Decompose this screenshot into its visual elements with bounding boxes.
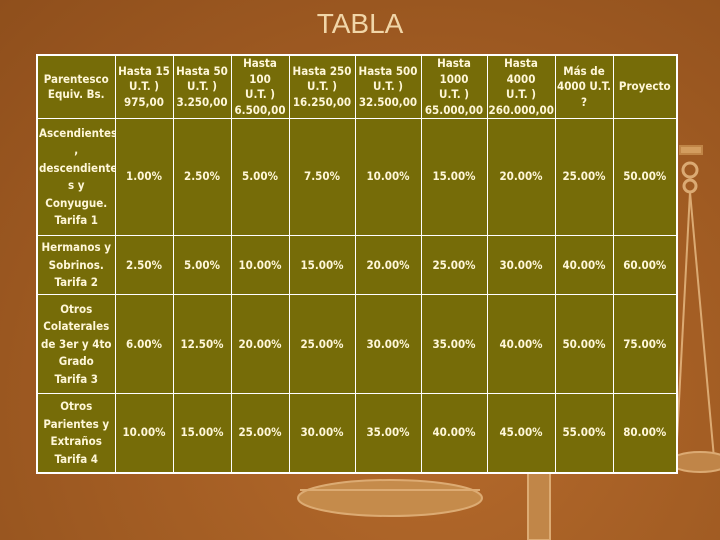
header-cell: Hasta 500 U.T. ) 32.500,00	[354, 54, 422, 120]
rate-cell: 15.00%	[288, 235, 356, 296]
rate-cell: 15.00%	[172, 393, 232, 474]
rate-cell: 15.00%	[420, 118, 488, 237]
rate-cell: 25.00%	[554, 118, 614, 237]
rate-cell: 12.50%	[172, 294, 232, 395]
header-cell: Hasta 1000 U.T. ) 65.000,00	[420, 54, 488, 120]
rate-cell: 40.00%	[554, 235, 614, 296]
slide-title: TABLA	[316, 8, 404, 39]
header-cell: Hasta 100 U.T. ) 6.500,00	[230, 54, 290, 120]
table-row: Otros Parientes y Extraños Tarifa 4 10.0…	[36, 393, 678, 474]
rate-cell: 2.50%	[114, 235, 174, 296]
header-cell: Hasta 4000 U.T. ) 260.000,00	[486, 54, 556, 120]
header-cell: Parentesco Equiv. Bs.	[36, 54, 116, 120]
rate-cell: 50.00%	[612, 118, 678, 237]
rate-cell: 35.00%	[354, 393, 422, 474]
rate-cell: 50.00%	[554, 294, 614, 395]
rate-cell: 20.00%	[354, 235, 422, 296]
rate-cell: 55.00%	[554, 393, 614, 474]
header-cell: Hasta 50 U.T. ) 3.250,00	[172, 54, 232, 120]
rate-cell: 40.00%	[486, 294, 556, 395]
rate-cell: 7.50%	[288, 118, 356, 237]
rate-cell: 6.00%	[114, 294, 174, 395]
rate-cell: 5.00%	[230, 118, 290, 237]
rate-cell: 20.00%	[486, 118, 556, 237]
rate-cell: 20.00%	[230, 294, 290, 395]
rate-cell: 5.00%	[172, 235, 232, 296]
rate-cell: 1.00%	[114, 118, 174, 237]
rate-cell: 80.00%	[612, 393, 678, 474]
rate-cell: 10.00%	[230, 235, 290, 296]
rate-cell: 35.00%	[420, 294, 488, 395]
header-cell: Más de 4000 U.T. ?	[554, 54, 614, 120]
tax-rate-table: Parentesco Equiv. Bs. Hasta 15 U.T. ) 97…	[36, 54, 678, 474]
row-category-cell: Ascendientes , descendiente s y Conyugue…	[36, 118, 116, 237]
rate-cell: 30.00%	[486, 235, 556, 296]
rate-cell: 30.00%	[354, 294, 422, 395]
row-category-cell: Otros Colaterales de 3er y 4to Grado Tar…	[36, 294, 116, 395]
rate-cell: 25.00%	[288, 294, 356, 395]
row-category-cell: Otros Parientes y Extraños Tarifa 4	[36, 393, 116, 474]
header-cell: Hasta 15 U.T. ) 975,00	[114, 54, 174, 120]
header-cell: Hasta 250 U.T. ) 16.250,00	[288, 54, 356, 120]
rate-cell: 25.00%	[230, 393, 290, 474]
rate-cell: 75.00%	[612, 294, 678, 395]
row-category-cell: Hermanos y Sobrinos. Tarifa 2	[36, 235, 116, 296]
rate-cell: 10.00%	[354, 118, 422, 237]
rate-cell: 40.00%	[420, 393, 488, 474]
table-row: Otros Colaterales de 3er y 4to Grado Tar…	[36, 294, 678, 395]
rate-cell: 2.50%	[172, 118, 232, 237]
rate-cell: 60.00%	[612, 235, 678, 296]
table-header-row: Parentesco Equiv. Bs. Hasta 15 U.T. ) 97…	[36, 54, 678, 120]
table-row: Hermanos y Sobrinos. Tarifa 2 2.50% 5.00…	[36, 235, 678, 296]
rate-cell: 10.00%	[114, 393, 174, 474]
rate-cell: 25.00%	[420, 235, 488, 296]
rate-cell: 45.00%	[486, 393, 556, 474]
rate-cell: 30.00%	[288, 393, 356, 474]
header-cell: Proyecto	[612, 54, 678, 120]
table-row: Ascendientes , descendiente s y Conyugue…	[36, 118, 678, 237]
